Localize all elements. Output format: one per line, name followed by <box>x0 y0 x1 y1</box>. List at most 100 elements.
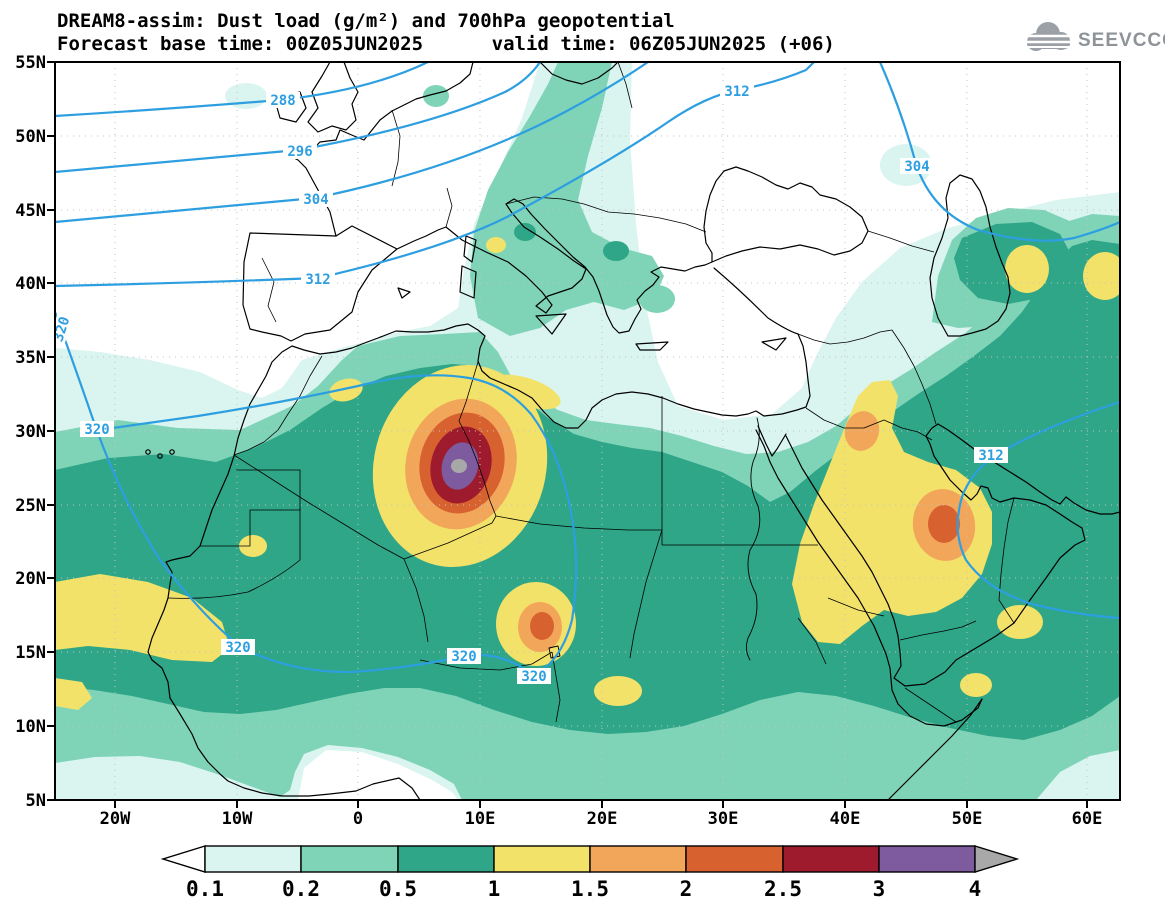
coastline-cyprus <box>761 337 787 351</box>
lat-tick-label: 50N <box>15 127 46 147</box>
seevccc-logo: SEEVCCC <box>1023 22 1165 51</box>
lon-tick-label: 20E <box>587 809 618 829</box>
axis-ticks <box>47 61 1088 808</box>
nile-river <box>745 417 761 661</box>
coastline-italy-balkans-greece <box>445 198 713 334</box>
lat-tick-label: 30N <box>15 422 46 442</box>
coastline-arabia <box>785 423 1086 687</box>
contour-304 <box>55 62 650 224</box>
dust-region <box>928 505 960 543</box>
contour-label: 296 <box>283 143 317 160</box>
dust-region <box>603 241 629 261</box>
coastline-iberia <box>242 225 398 342</box>
dust-region <box>225 83 267 109</box>
colorbar-label: 4 <box>969 877 982 901</box>
cloud-icon <box>1023 22 1074 51</box>
coastline-iran-gulf <box>937 423 1120 515</box>
dust-region <box>491 374 561 410</box>
dust-region <box>639 285 675 313</box>
colorbar-label: 1.5 <box>571 877 609 901</box>
dust-region <box>55 574 230 662</box>
canary-island <box>169 449 175 455</box>
coastline-north-africa-west-africa <box>147 267 811 800</box>
svg-text:304: 304 <box>303 192 328 208</box>
contour-296 <box>55 62 542 174</box>
contour-304-east <box>878 62 1120 242</box>
svg-text:312: 312 <box>978 448 1003 464</box>
coastline-france-med <box>396 226 447 250</box>
lat-tick-label: 15N <box>15 643 46 663</box>
colorbar-arrow-high <box>974 845 1020 873</box>
lat-tick-label: 10N <box>15 717 46 737</box>
colorbar-segment <box>300 845 399 873</box>
canary-island <box>145 449 151 455</box>
dust-region <box>329 378 363 402</box>
colorbar-segment <box>685 845 784 873</box>
svg-text:320: 320 <box>225 640 250 656</box>
colorbar-label: 0.2 <box>282 877 320 901</box>
lon-tick-label: 20W <box>100 809 131 829</box>
balearic-island <box>397 287 411 299</box>
colorbar-label: 2 <box>680 877 693 901</box>
contour-label: 312 <box>720 83 754 100</box>
lon-tick-label: 40E <box>830 809 861 829</box>
colorbar-label: 0.1 <box>186 877 224 901</box>
dust-region <box>1005 245 1049 293</box>
dust-region <box>630 62 1120 420</box>
dust-region <box>1036 750 1120 800</box>
country-borders <box>167 62 1015 723</box>
svg-text:320: 320 <box>84 422 109 438</box>
lat-tick-label: 45N <box>15 201 46 221</box>
dust-region <box>486 237 506 253</box>
coastline-sicily <box>535 313 567 335</box>
svg-text:296: 296 <box>287 144 312 160</box>
colorbar-segment <box>782 845 880 873</box>
svg-text:320: 320 <box>451 649 476 665</box>
coastline-black-sea <box>703 166 869 263</box>
coastlines <box>145 62 1120 800</box>
dust-region <box>997 605 1043 639</box>
dust-region <box>530 612 554 640</box>
lat-tick-label: 5N <box>26 791 46 811</box>
lon-tick-label: 10W <box>222 809 253 829</box>
colorbar-arrow-low <box>160 845 206 873</box>
dust-region <box>451 459 467 473</box>
lake-chad <box>548 645 561 659</box>
lon-tick-label: 10E <box>465 809 496 829</box>
colorbar-segment <box>493 845 591 873</box>
lon-axis-labels: 20W 10W 0 10E 20E 30E 40E 50E 60E <box>100 809 1103 829</box>
svg-text:288: 288 <box>270 93 295 109</box>
colorbar-label: 2.5 <box>764 877 802 901</box>
colorbar-label: 1 <box>488 877 501 901</box>
lon-tick-label: 30E <box>708 809 739 829</box>
dust-region <box>844 411 880 451</box>
coastline-somalia <box>887 698 983 800</box>
dust-region <box>960 673 992 697</box>
lon-tick-label: 50E <box>952 809 983 829</box>
colorbar-segment <box>204 845 302 873</box>
lon-tick-label: 60E <box>1072 809 1103 829</box>
dust-region <box>298 750 458 800</box>
contour-312-east <box>956 400 1120 620</box>
coastline-sardinia <box>459 265 477 299</box>
colorbar-segment <box>878 845 976 873</box>
contour-label: 320 <box>221 639 255 656</box>
lat-tick-label: 55N <box>15 53 46 73</box>
figure-title: DREAM8-assim: Dust load (g/m²) and 700hP… <box>57 10 675 32</box>
svg-text:312: 312 <box>305 272 330 288</box>
logo-text: SEEVCCC <box>1078 30 1165 51</box>
contour-label: 288 <box>266 92 300 109</box>
coastline-crete <box>635 341 669 351</box>
lat-tick-label: 20N <box>15 569 46 589</box>
contour-label: 304 <box>900 158 934 175</box>
dust-region <box>239 535 267 557</box>
coastline-uk <box>307 62 359 133</box>
lat-tick-label: 40N <box>15 274 46 294</box>
coastline-france-northsea <box>289 62 474 237</box>
colorbar-segment <box>397 845 495 873</box>
canary-island <box>157 453 163 459</box>
figure-subtitle: Forecast base time: 00Z05JUN2025 valid t… <box>57 33 835 55</box>
map-field: 288 296 304 312 312 304 312 320 320 320 … <box>55 62 1120 800</box>
lon-tick-label: 0 <box>353 809 363 829</box>
